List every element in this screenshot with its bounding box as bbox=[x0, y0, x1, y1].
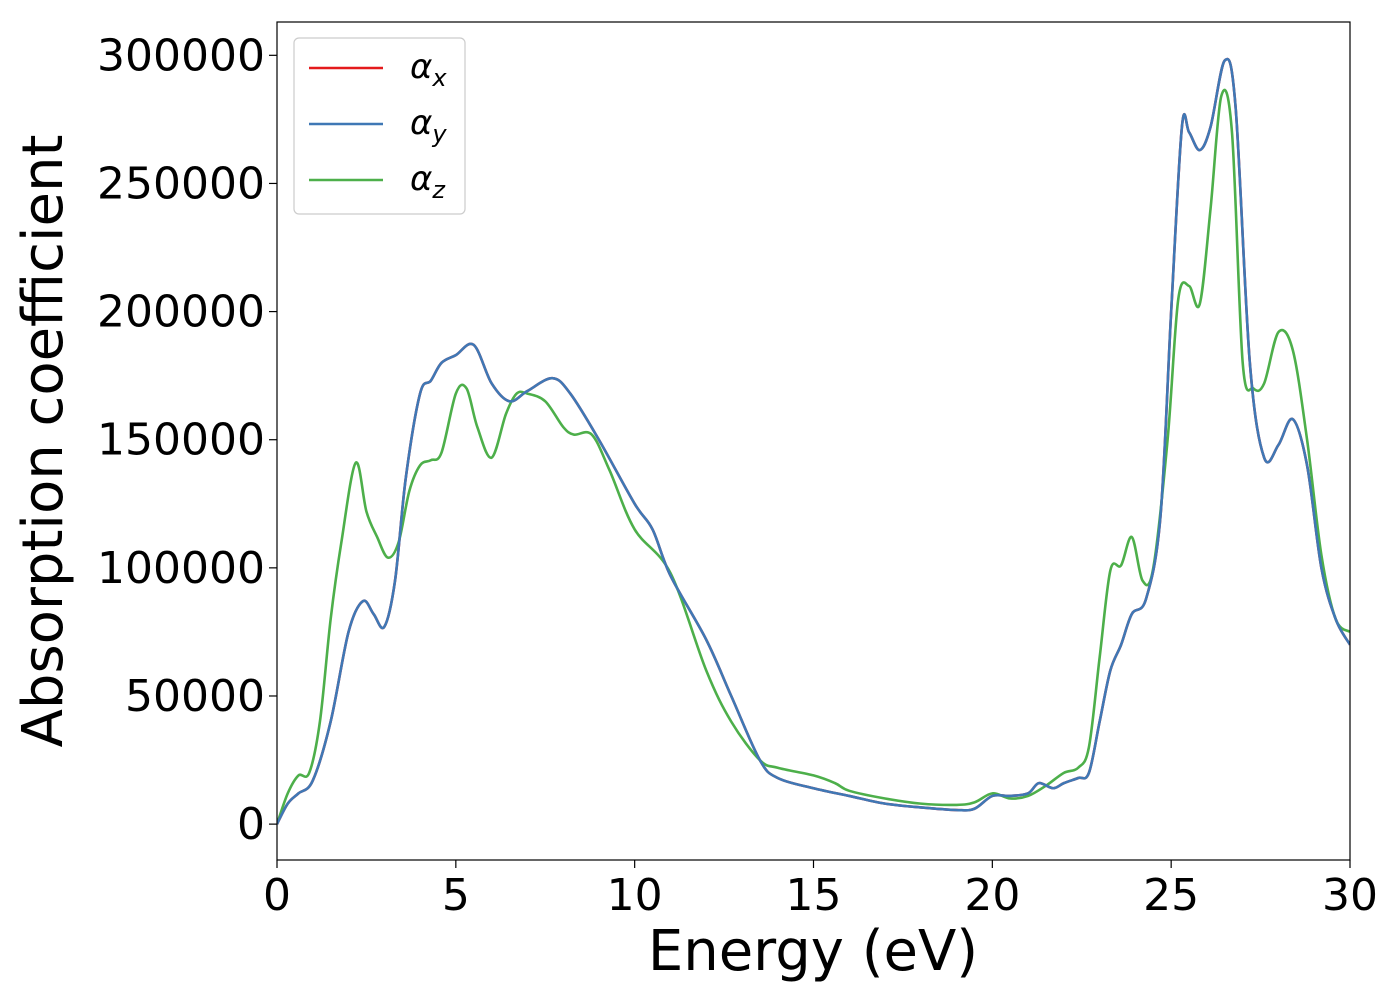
legend-label-y: αy bbox=[410, 103, 447, 148]
y-tick-label: 50000 bbox=[125, 671, 265, 722]
y-tick-label: 100000 bbox=[97, 543, 265, 594]
series-line-z bbox=[277, 88, 1350, 825]
x-axis-title: Energy (eV) bbox=[648, 919, 978, 984]
legend-label-x: αx bbox=[410, 47, 447, 92]
series-line-y bbox=[277, 57, 1350, 825]
series-lines bbox=[277, 57, 1350, 825]
y-tick-label: 150000 bbox=[97, 415, 265, 466]
x-tick-label: 15 bbox=[786, 870, 842, 921]
plot-frame bbox=[276, 21, 1351, 861]
x-tick-label: 30 bbox=[1322, 870, 1378, 921]
y-tick-label: 250000 bbox=[97, 158, 265, 209]
legend: αx αy αz bbox=[293, 37, 466, 215]
x-tick-label: 25 bbox=[1143, 870, 1199, 921]
x-tick-label: 10 bbox=[607, 870, 663, 921]
y-tick-label: 300000 bbox=[97, 30, 265, 81]
x-tick-label: 20 bbox=[964, 870, 1020, 921]
y-axis-title: Absorption coefficient bbox=[11, 135, 76, 748]
y-tick-label: 200000 bbox=[97, 287, 265, 338]
y-tick-label: 0 bbox=[237, 799, 265, 850]
axis-ticks: 0 5 10 15 20 25 30 0 50000 100000 150000 200000 2500… bbox=[97, 30, 1378, 921]
x-tick-label: 0 bbox=[263, 870, 291, 921]
x-tick-label: 5 bbox=[442, 870, 470, 921]
legend-box bbox=[293, 37, 466, 215]
legend-label-z: αz bbox=[410, 159, 446, 204]
